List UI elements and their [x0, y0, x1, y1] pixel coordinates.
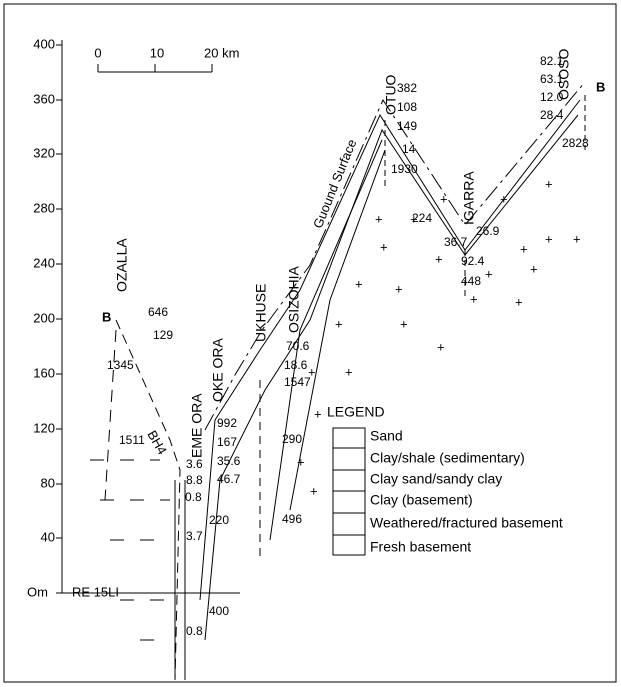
scale-label: 0	[94, 45, 101, 60]
annotation: BH4	[144, 428, 170, 457]
svg-text:+: +	[530, 261, 538, 276]
value-label: 496	[282, 512, 302, 526]
value-label: 448	[461, 274, 481, 288]
svg-text:+: +	[520, 241, 528, 256]
value-label: 149	[397, 119, 417, 133]
y-tick-label: 40	[41, 529, 55, 544]
value-label: 129	[153, 328, 173, 342]
svg-text:+: +	[297, 454, 305, 469]
value-label: 92.4	[461, 254, 485, 268]
location-label: EME ORA	[189, 393, 205, 458]
location-label: OKE ORA	[210, 338, 226, 402]
value-label: 1930	[391, 162, 418, 176]
value-label: 108	[397, 100, 417, 114]
svg-text:+: +	[310, 483, 318, 498]
value-label: 12.0	[540, 90, 564, 104]
annotation: Guound Surface	[310, 137, 359, 230]
svg-text:+: +	[440, 191, 448, 206]
value-label: 28.4	[540, 108, 564, 122]
y-tick-label: 320	[33, 145, 55, 160]
svg-text:+: +	[515, 294, 523, 309]
legend-symbols	[333, 428, 365, 555]
value-label: 46.7	[217, 472, 241, 486]
scale-label: 20 km	[204, 45, 239, 60]
value-label: 2828	[562, 136, 589, 150]
value-label: 0.8	[186, 624, 203, 638]
svg-text:+: +	[500, 191, 508, 206]
y-tick-label: 160	[33, 365, 55, 380]
value-label: 646	[148, 305, 168, 319]
annotation: B	[596, 79, 605, 94]
y-tick-label: 360	[33, 91, 55, 106]
legend-label: Fresh basement	[370, 539, 471, 555]
value-label: 167	[217, 435, 237, 449]
annotation: RE 15LI	[72, 584, 119, 599]
value-label: 400	[209, 604, 229, 618]
legend-label: Clay/shale (sedimentary)	[370, 450, 525, 466]
value-label: 3.6	[186, 457, 203, 471]
svg-text:+: +	[375, 211, 383, 226]
legend-label: Sand	[370, 428, 403, 444]
value-label: 992	[217, 416, 237, 430]
geology-lines	[62, 40, 585, 680]
svg-text:+: +	[314, 406, 322, 421]
y-tick-label: 280	[33, 200, 55, 215]
y-tick-label: 400	[33, 36, 55, 51]
svg-text:+: +	[573, 231, 581, 246]
location-label: OSIZOHIA	[286, 265, 302, 333]
svg-text:+: +	[380, 239, 388, 254]
cross-section: +++++ ++++ +++++ ++++ ++++++ 40036032028…	[0, 0, 621, 687]
y-tick-label: 80	[41, 475, 55, 490]
y-tick-label: 240	[33, 255, 55, 270]
value-label: 224	[412, 211, 432, 225]
legend-label: Clay (basement)	[370, 492, 473, 508]
svg-text:+: +	[545, 231, 553, 246]
legend-title: LEGEND	[327, 404, 385, 420]
location-label: UKHUSE	[253, 284, 269, 342]
frame	[4, 4, 616, 682]
value-label: 26.9	[476, 224, 500, 238]
value-label: 18.6	[284, 358, 308, 372]
annotation: B	[102, 309, 111, 324]
svg-text:+: +	[435, 251, 443, 266]
value-label: 1345	[107, 358, 134, 372]
value-label: 35.6	[217, 454, 241, 468]
value-label: 8.8	[186, 473, 203, 487]
value-label: 0.8	[185, 490, 202, 504]
svg-text:+: +	[437, 339, 445, 354]
location-label: IGARRA	[461, 171, 477, 225]
value-label: 220	[209, 513, 229, 527]
y-tick-label: Om	[27, 584, 48, 599]
value-label: 1547	[284, 375, 311, 389]
svg-text:+: +	[400, 316, 408, 331]
svg-text:+: +	[485, 266, 493, 281]
value-label: 290	[282, 432, 302, 446]
y-tick-label: 200	[33, 310, 55, 325]
legend-label: Clay sand/sandy clay	[370, 471, 502, 487]
scale-label: 10	[150, 45, 164, 60]
svg-text:+: +	[355, 276, 363, 291]
y-tick-label: 120	[33, 420, 55, 435]
value-label: 14	[402, 142, 416, 156]
location-label: OZALLA	[114, 238, 130, 292]
svg-text:+: +	[345, 364, 353, 379]
value-label: 82.1	[540, 54, 564, 68]
svg-text:+: +	[470, 291, 478, 306]
svg-text:+: +	[545, 176, 553, 191]
value-label: 382	[397, 81, 417, 95]
svg-text:+: +	[335, 316, 343, 331]
value-label: 1511	[119, 433, 145, 447]
value-label: 63.1	[540, 72, 564, 86]
value-label: 36.7	[444, 235, 468, 249]
svg-text:+: +	[395, 281, 403, 296]
legend-label: Weathered/fractured basement	[370, 515, 563, 531]
value-label: 3.7	[186, 529, 203, 543]
value-label: 70.6	[286, 339, 310, 353]
